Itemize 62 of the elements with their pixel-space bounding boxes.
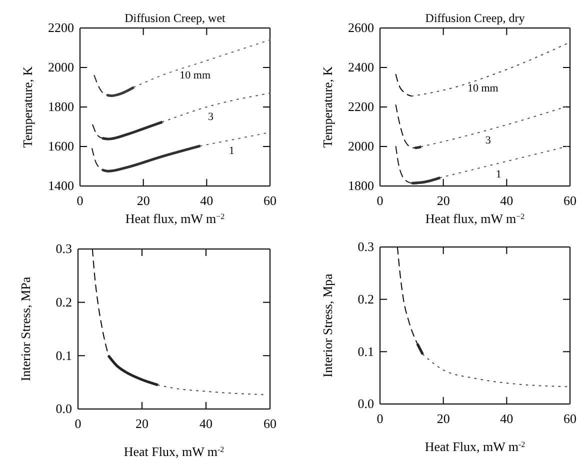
x-tick-label: 0	[74, 416, 82, 432]
chart-title: Diffusion Creep, dry	[425, 11, 525, 25]
y-tick-label: 0.0	[56, 401, 72, 416]
line-series	[100, 120, 164, 140]
y-axis-title: Interior Stress, Mpa	[320, 273, 335, 378]
x-tick-label: 60	[264, 193, 276, 208]
y-axis-title: Temperature, K	[20, 66, 35, 148]
x-tick-label: 60	[564, 193, 576, 208]
y-axis-title: Interior Stress, MPa	[18, 276, 33, 382]
line-series	[395, 74, 412, 97]
x-tick-label: 20	[136, 193, 150, 208]
y-tick-label: 0.2	[56, 294, 72, 310]
y-tick-label: 0.2	[358, 291, 374, 306]
y-tick-label: 0.1	[56, 348, 72, 363]
y-tick-label: 1600	[48, 138, 74, 154]
y-tick-label: 2000	[348, 138, 374, 154]
chart-title: Diffusion Creep, wet	[124, 11, 226, 25]
series-label: 3	[208, 111, 214, 124]
y-tick-label: 2200	[48, 20, 74, 36]
x-axis-title: Heat Flux, mW m$^{-2}$	[424, 439, 526, 454]
series-label: 1	[496, 168, 502, 180]
y-tick-label: 2600	[348, 20, 374, 36]
series-label: 10 mm	[467, 82, 499, 94]
line-series	[92, 124, 103, 139]
y-tick-label: 0.1	[358, 344, 374, 359]
y-tick-label: 0.3	[358, 239, 374, 254]
series-label: 10 mm	[180, 69, 211, 82]
x-tick-label: 20	[436, 411, 450, 426]
x-axis-title: Heat Flux, mW m$^{-2}$	[124, 444, 224, 458]
y-tick-label: 0.3	[56, 241, 72, 256]
y-tick-label: 0.0	[358, 396, 374, 412]
x-tick-label: 40	[200, 416, 212, 432]
line-series	[107, 354, 160, 386]
line-series	[395, 104, 416, 148]
y-tick-label: 1400	[48, 178, 74, 194]
x-axis-title: Heat flux, mW m$^{−2}$	[425, 211, 525, 226]
x-tick-label: 0	[76, 193, 84, 208]
line-series	[92, 148, 103, 170]
y-tick-label: 1800	[48, 99, 74, 114]
series-label: 3	[485, 134, 492, 147]
x-tick-label: 40	[500, 411, 514, 426]
x-tick-label: 0	[376, 193, 384, 208]
y-tick-label: 2400	[348, 60, 374, 75]
x-tick-label: 20	[436, 193, 450, 208]
x-tick-label: 40	[200, 193, 214, 208]
x-tick-label: 20	[136, 416, 148, 432]
x-tick-label: 60	[564, 411, 576, 426]
line-series	[94, 74, 108, 96]
line-series	[158, 384, 264, 396]
y-tick-label: 1800	[348, 178, 374, 194]
series-label: 1	[228, 144, 234, 157]
line-series	[133, 39, 270, 88]
y-tick-label: 2000	[48, 60, 74, 75]
x-tick-label: 60	[264, 416, 276, 432]
line-series	[106, 86, 136, 98]
y-axis-title: Temperature, K	[320, 66, 335, 148]
y-tick-label: 2200	[348, 99, 374, 114]
x-tick-label: 40	[500, 193, 514, 208]
x-axis-title: Heat flux, mW m$^{−2}$	[125, 211, 225, 226]
line-series	[100, 144, 202, 172]
x-tick-label: 0	[376, 411, 384, 426]
line-series	[395, 146, 412, 184]
